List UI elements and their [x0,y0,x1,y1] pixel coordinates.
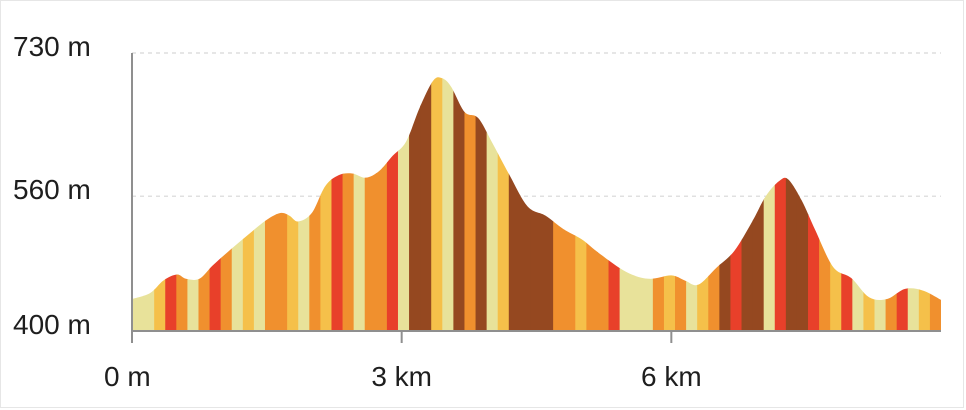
y-tick-label-2: 400 m [13,309,91,340]
elevation-segment-0 [132,77,144,332]
x-tick-label-1: 3 km [371,361,432,392]
elevation-segment-7 [209,77,222,332]
elevation-segment-27 [431,77,443,332]
elevation-segment-72 [929,77,941,332]
x-ticks [131,331,673,343]
elevation-segment-24 [397,77,410,332]
elevation-segment-39 [564,77,576,332]
elevation-segment-67 [874,77,887,332]
elevation-segment-16 [309,77,321,332]
grid-lines [132,52,941,197]
elevation-segment-47 [652,77,665,332]
elevation-segment-15 [298,77,310,332]
elevation-segment-35 [519,77,532,332]
elevation-segment-6 [198,77,211,332]
elevation-segment-19 [342,77,355,332]
elevation-segment-66 [863,77,876,332]
elevation-segment-33 [497,77,510,332]
elevation-segment-5 [187,77,200,332]
elevation-segment-11 [253,77,266,332]
elevation-segment-29 [453,77,466,332]
elevation-segment-44 [619,77,632,332]
elevation-segment-56 [752,77,765,332]
elevation-segment-50 [686,77,698,332]
elevation-segment-32 [486,77,499,332]
elevation-segment-17 [320,77,333,332]
elevation-segment-41 [586,77,599,332]
elevation-segment-25 [409,77,421,332]
elevation-segment-63 [830,77,842,332]
elevation-segment-61 [808,77,820,332]
elevation-segment-8 [220,77,233,332]
elevation-segment-40 [575,77,587,332]
elevation-segment-28 [442,77,454,332]
elevation-segment-54 [730,77,743,332]
elevation-segment-49 [675,77,687,332]
elevation-segment-18 [331,77,344,332]
elevation-segment-22 [375,77,388,332]
elevation-segment-10 [242,77,255,332]
elevation-segment-34 [508,77,521,332]
elevation-segment-12 [264,77,277,332]
elevation-segment-62 [819,77,831,332]
elevation-segment-1 [143,77,155,332]
elevation-segment-65 [852,77,865,332]
elevation-segment-14 [287,77,299,332]
elevation-segment-13 [276,77,288,332]
elevation-segment-53 [719,77,732,332]
elevation-segment-20 [353,77,366,332]
elevation-segment-52 [708,77,720,332]
elevation-segment-9 [231,77,244,332]
x-tick-labels: 0 m 3 km 6 km [104,361,702,392]
elevation-segment-23 [386,77,399,332]
elevation-segment-46 [641,77,654,332]
y-tick-label-1: 560 m [13,174,91,205]
elevation-segment-42 [597,77,610,332]
elevation-segment-71 [918,77,931,332]
elevation-segment-37 [542,77,554,332]
elevation-segment-55 [741,77,754,332]
elevation-segment-68 [885,77,898,332]
elevation-segment-36 [530,77,543,332]
x-tick-label-0: 0 m [104,361,151,392]
elevation-segment-26 [420,77,432,332]
elevation-segment-58 [774,77,787,332]
elevation-segment-38 [553,77,565,332]
elevation-segment-51 [697,77,709,332]
elevation-segment-70 [907,77,920,332]
elevation-segment-31 [475,77,488,332]
elevation-segment-21 [364,77,377,332]
elevation-segment-64 [841,77,853,332]
elevation-segment-69 [896,77,909,332]
elevation-segment-3 [165,77,177,332]
elevation-segment-45 [630,77,643,332]
elevation-segment-60 [796,77,809,332]
elevation-segment-43 [608,77,621,332]
elevation-segment-59 [785,77,798,332]
elevation-area [132,77,941,332]
elevation-segment-57 [763,77,776,332]
x-tick-label-2: 6 km [641,361,702,392]
elevation-segment-48 [663,77,676,332]
y-tick-label-0: 730 m [13,31,91,62]
elevation-segment-4 [176,77,189,332]
elevation-segment-30 [464,77,477,332]
elevation-segment-2 [154,77,166,332]
y-tick-labels: 730 m 560 m 400 m [13,31,91,340]
